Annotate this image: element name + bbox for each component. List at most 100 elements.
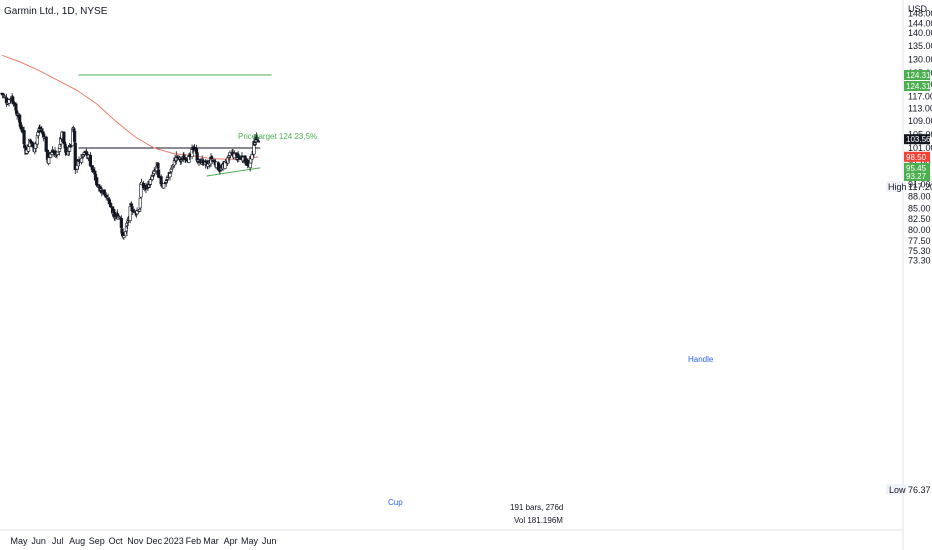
candle-body: [11, 101, 15, 105]
candle-body: [120, 228, 124, 234]
candle-body: [125, 222, 129, 227]
candle-body: [47, 157, 51, 164]
x-tick-label: Oct: [109, 536, 124, 546]
y-tick-label: 85.00: [908, 204, 931, 214]
candle-body: [227, 155, 231, 158]
candle-body: [7, 99, 11, 104]
candle-body: [95, 177, 99, 186]
candle-body: [55, 151, 60, 155]
candle-body: [62, 141, 67, 145]
price-tag-bg: [904, 81, 930, 92]
price-tag: 93.27: [904, 170, 930, 181]
candle-body: [38, 126, 42, 130]
candle-body: [131, 209, 135, 212]
candle-body: [93, 170, 97, 175]
price-tag-bg: [904, 70, 930, 81]
low-value: 76.37: [908, 485, 931, 495]
candle-body: [109, 203, 113, 207]
y-tick-label: 144.00: [908, 18, 932, 28]
candle-body: [210, 159, 214, 161]
candle-body: [128, 206, 132, 221]
candle-body: [256, 140, 260, 143]
x-tick-label: Aug: [69, 536, 85, 546]
candle-body: [165, 177, 170, 180]
x-tick-label: Feb: [186, 536, 202, 546]
y-tick-label: 88.00: [908, 191, 931, 201]
candles: [0, 92, 260, 240]
candle-body: [184, 158, 188, 160]
candle-body: [88, 154, 93, 166]
candle-body: [117, 216, 122, 219]
x-tick-label: 2023: [164, 536, 184, 546]
candle-body: [135, 210, 139, 215]
candle-body: [124, 231, 128, 237]
x-tick-label: Jun: [31, 536, 46, 546]
candle-body: [246, 159, 250, 166]
candle-body: [170, 165, 175, 169]
y-tick-label: 91.00: [908, 180, 931, 190]
x-tick-label: Jun: [262, 536, 277, 546]
volume-label: Vol 181.196M: [514, 516, 563, 525]
candle-body: [129, 203, 134, 206]
x-tick-label: Dec: [146, 536, 163, 546]
x-tick-label: Nov: [127, 536, 144, 546]
handle-label: Handle: [688, 355, 714, 364]
candle-body: [253, 142, 257, 145]
candle-body: [170, 167, 174, 170]
price-tag: 103.56: [904, 134, 931, 145]
x-tick-label: May: [241, 536, 259, 546]
y-tick-label: 80.00: [908, 225, 931, 235]
candle-body: [20, 126, 24, 132]
price-tag-label: 98.50: [906, 153, 927, 162]
y-tick-label: 117.00: [908, 91, 932, 101]
candle-body: [169, 172, 173, 174]
candle-body: [67, 145, 72, 152]
sma-line: [1, 54, 259, 160]
candle-body: [81, 154, 86, 157]
time-axis[interactable]: May Jun Jul Aug Sep Oct Nov Dec 2023 Feb Mar Apr May…: [11, 536, 277, 546]
y-tick-label: 82.50: [908, 214, 931, 224]
candle-body: [14, 103, 18, 111]
y-tick-label: 97.00: [908, 157, 931, 167]
candle-body: [22, 130, 26, 145]
level-lines: [78, 74, 272, 177]
price-tag: 124.31: [904, 81, 931, 92]
y-tick-label: 75.30: [908, 246, 931, 256]
y-tick-label: 73.30: [908, 256, 931, 266]
candle-body: [148, 179, 153, 185]
price-tag: 124.31: [904, 70, 931, 81]
candle-body: [250, 154, 254, 160]
candle-body: [91, 168, 95, 173]
low-label: Low: [889, 485, 906, 495]
price-tag: 95.45: [904, 162, 930, 173]
candle-body: [179, 159, 183, 162]
support-trendline: [206, 167, 261, 177]
candle-body: [33, 143, 38, 149]
y-tick-label: 77.50: [908, 236, 931, 246]
pricetarget-label: Pricetarget 124 23,5%: [238, 132, 317, 141]
cup-label: Cup: [388, 498, 403, 507]
candle-body: [25, 149, 29, 154]
x-tick-label: Sep: [89, 536, 105, 546]
candle-body: [138, 197, 142, 209]
x-tick-label: Mar: [203, 536, 219, 546]
high-label: High: [888, 182, 907, 192]
candle-body: [95, 184, 99, 186]
y-tick-label: 140.00: [908, 28, 932, 38]
price-tag-label: 124.31: [906, 82, 931, 91]
candle-body: [138, 208, 142, 212]
candle-body: [159, 176, 163, 185]
candle-body: [104, 194, 108, 198]
candle-body: [2, 96, 7, 98]
candle-body: [50, 152, 54, 155]
candle-body: [156, 163, 160, 169]
bars-count-label: 191 bars, 276d: [510, 503, 563, 512]
y-tick-label: 130.00: [908, 54, 932, 64]
price-tag-bg: [904, 162, 930, 173]
candle-body: [73, 142, 77, 171]
candle-body: [124, 226, 129, 232]
candle-body: [28, 140, 33, 142]
price-tag-bg: [904, 134, 930, 145]
